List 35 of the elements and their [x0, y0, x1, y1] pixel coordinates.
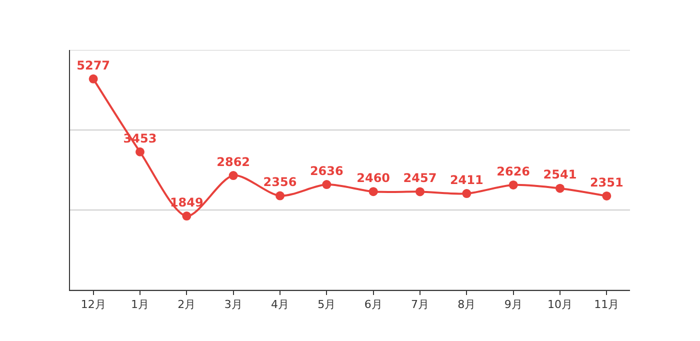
point [182, 212, 192, 221]
x-tick-label: 3月 [224, 298, 242, 312]
x-tick-label: 4月 [271, 298, 289, 312]
point [508, 180, 518, 190]
data-label: 2862 [216, 154, 250, 169]
x-tick-label: 11月 [594, 298, 620, 312]
point [136, 147, 144, 156]
data-label: 2351 [590, 175, 624, 190]
x-tick-label: 12月 [80, 298, 106, 312]
point [368, 187, 378, 196]
point [322, 180, 332, 190]
point [88, 74, 98, 84]
data-label: 2457 [403, 171, 437, 186]
point [416, 187, 424, 196]
x-tick-label: 9月 [504, 298, 522, 312]
data-label: 2356 [263, 175, 297, 190]
point [462, 189, 472, 198]
x-tick-label: 5月 [318, 298, 336, 312]
x-tick-label: 1月 [131, 298, 149, 312]
data-label: 2411 [450, 172, 484, 187]
x-tick-label: 6月 [364, 298, 382, 312]
data-label: 2541 [543, 168, 577, 182]
data-label: 1849 [170, 195, 204, 210]
data-label: 2626 [496, 164, 530, 178]
x-tick-label: 10月 [548, 298, 572, 312]
data-label: 5277 [76, 58, 110, 72]
point [556, 184, 564, 193]
x-tick-label: 2月 [178, 298, 196, 312]
data-label: 2460 [356, 170, 390, 185]
x-tick-label: 8月 [458, 298, 476, 312]
data-label: 2636 [310, 164, 344, 178]
point [602, 191, 612, 200]
x-tick-label: 7月 [411, 298, 429, 312]
point [228, 171, 238, 180]
point [276, 191, 284, 200]
